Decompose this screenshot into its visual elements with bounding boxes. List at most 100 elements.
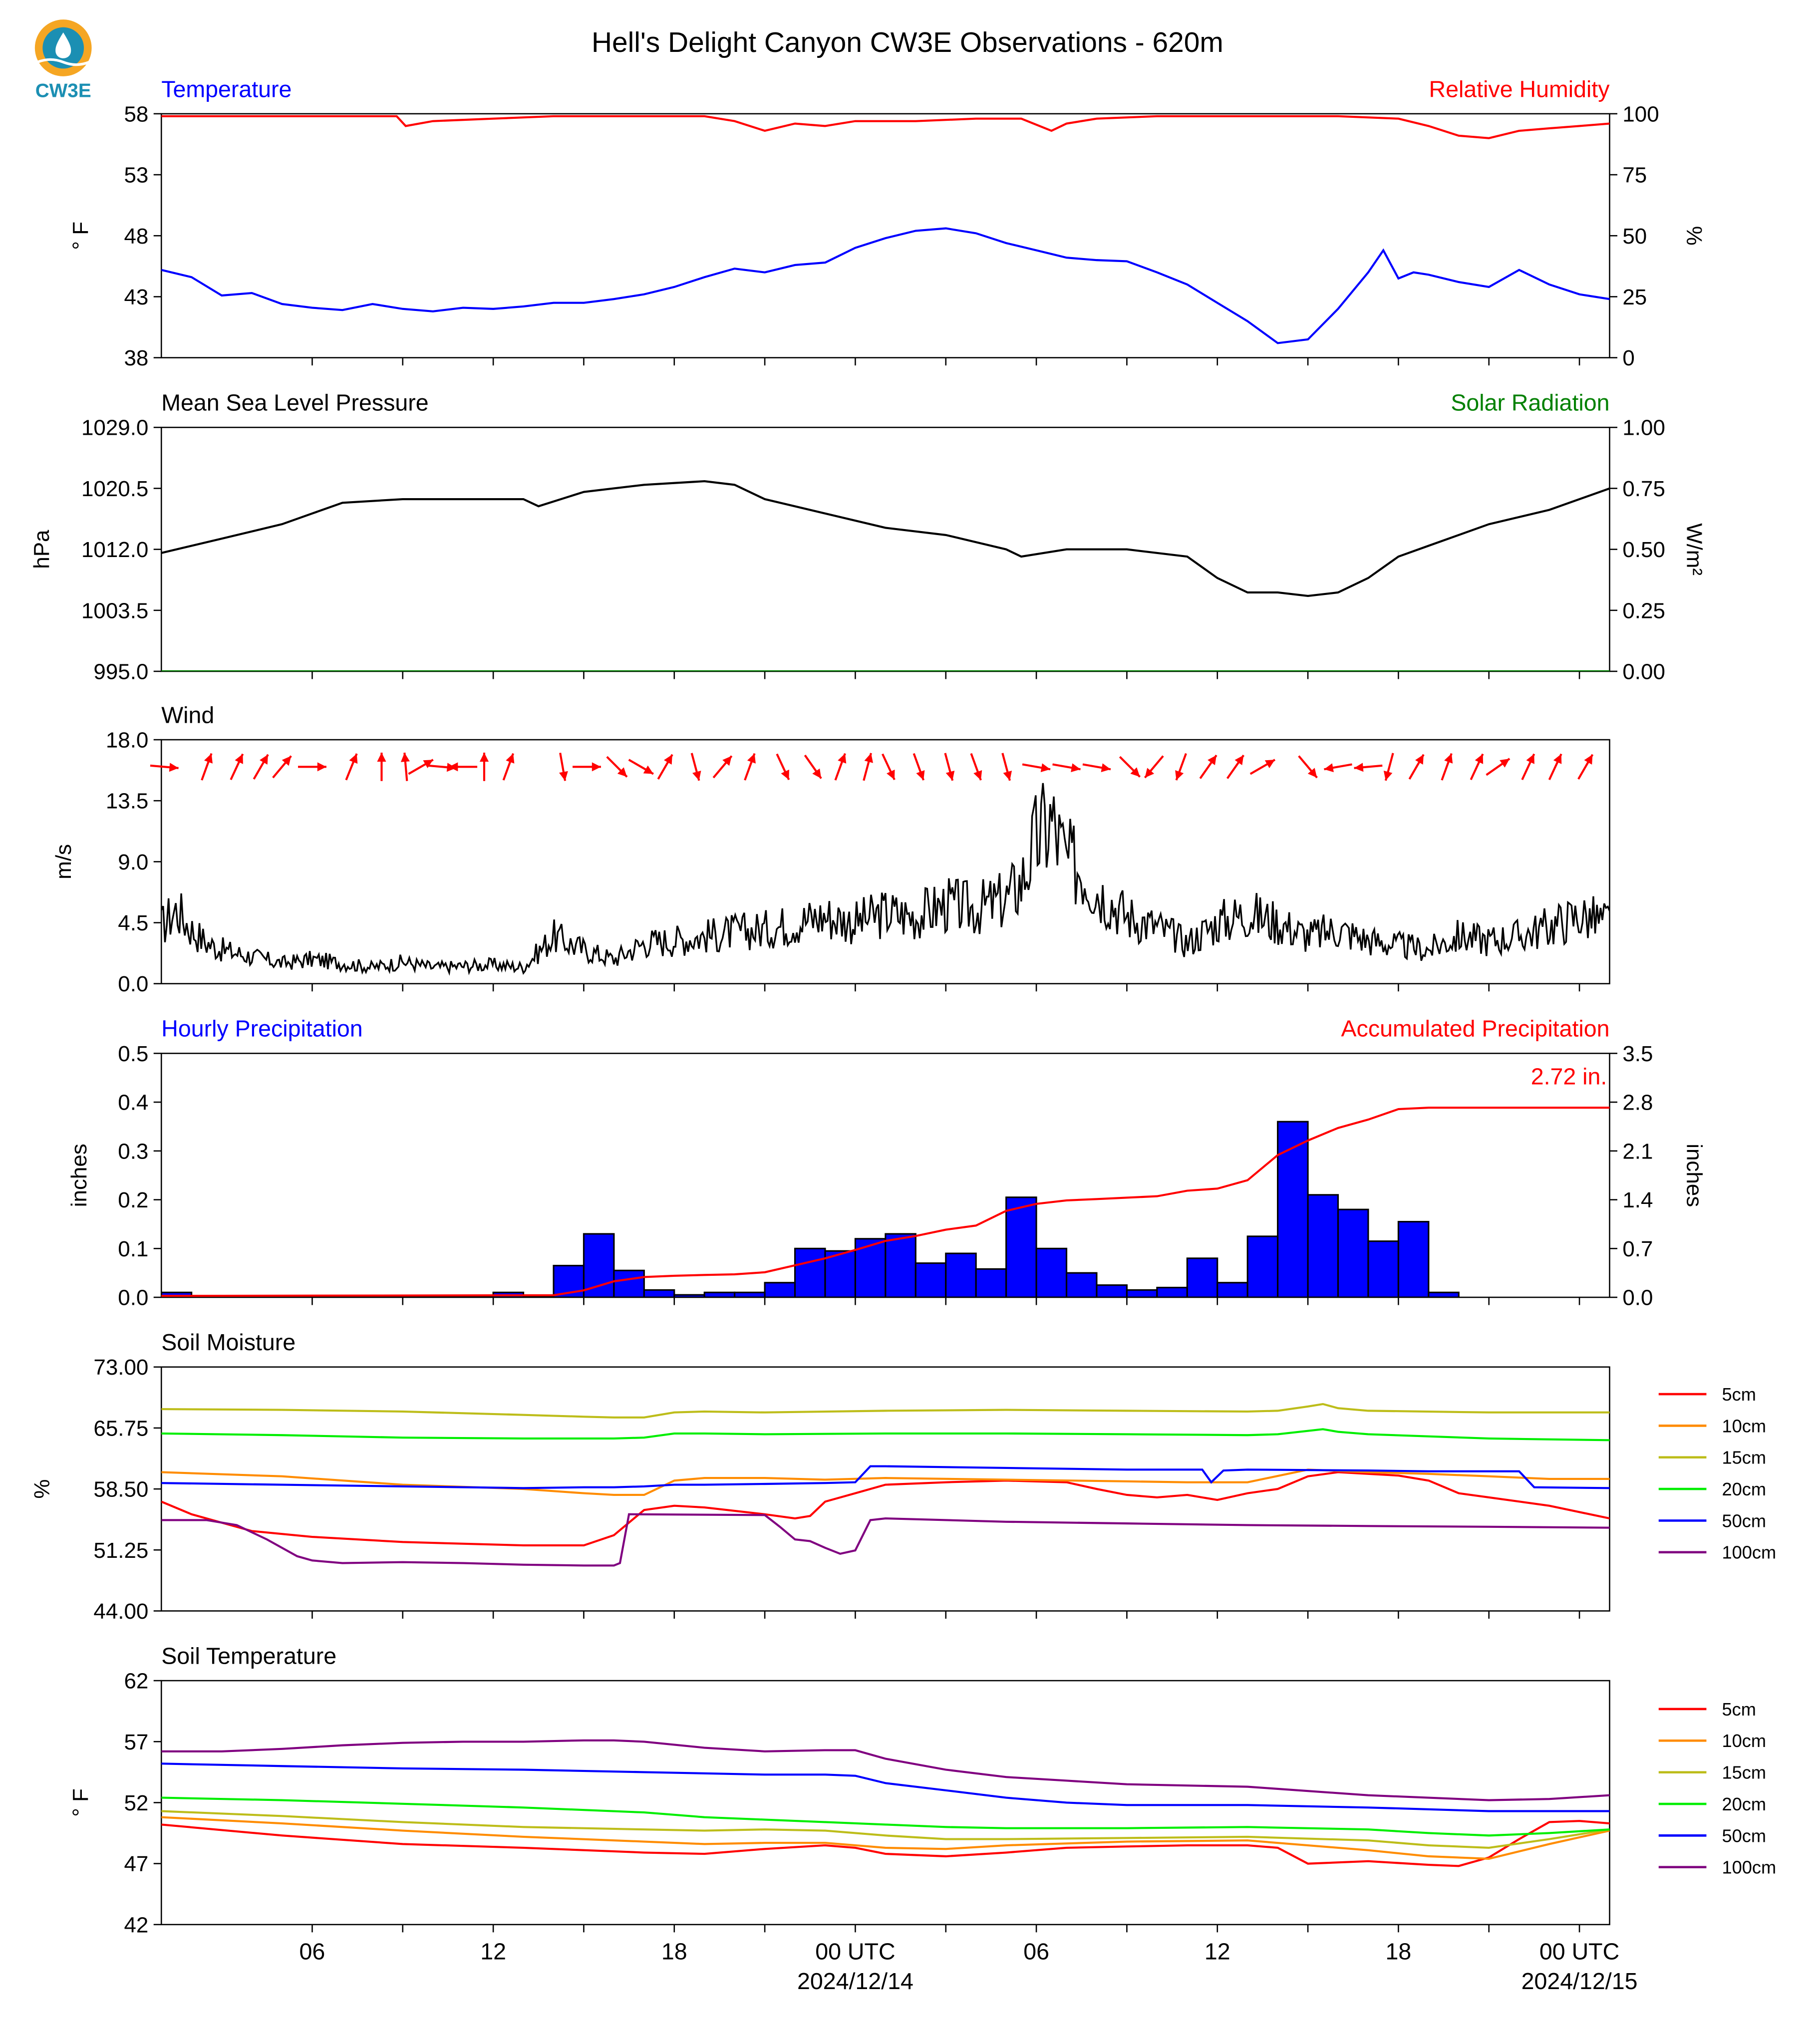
- precip-ytick-right-label: 2.8: [1622, 1091, 1653, 1115]
- time-label: 18: [1386, 1939, 1412, 1965]
- wind-arrow: [1226, 754, 1245, 779]
- wind-arrow: [1119, 756, 1141, 778]
- wind-arrow: [744, 753, 756, 781]
- wind-arrow-head: [1383, 770, 1393, 781]
- legend-label: 10cm: [1722, 1416, 1766, 1436]
- wind-arrow-head: [449, 762, 458, 772]
- wind-arrow: [882, 753, 896, 780]
- cw3e-logo: CW3E: [34, 19, 92, 101]
- legend-label: 15cm: [1722, 1762, 1766, 1783]
- wind-arrow-head: [1145, 768, 1155, 778]
- wind-arrow: [502, 753, 515, 781]
- wind-arrow: [449, 762, 478, 772]
- temperature-ytick-label: 58: [124, 102, 148, 126]
- time-label: 06: [300, 1939, 325, 1965]
- wind-arrow-head: [1526, 754, 1534, 764]
- wind-arrow: [253, 754, 269, 780]
- legend-label: 50cm: [1722, 1825, 1766, 1846]
- precip-bar: [1096, 1284, 1128, 1298]
- wind-arrow-head: [204, 753, 213, 764]
- precip-bar: [583, 1233, 615, 1298]
- wind-arrow: [834, 753, 847, 781]
- legend-label: 100cm: [1722, 1857, 1776, 1878]
- wind-arrow: [573, 762, 601, 772]
- precip-ytick-label: 0.3: [118, 1139, 148, 1163]
- wind-arrow: [863, 753, 874, 781]
- wind-arrow-head: [506, 753, 515, 764]
- precip-ytick-right-label: 3.5: [1622, 1042, 1653, 1066]
- time-label: 00 UTC: [815, 1939, 895, 1965]
- wind-arrow-head: [282, 756, 292, 766]
- wind-arrow-head: [887, 769, 895, 780]
- precip-bar: [734, 1291, 766, 1298]
- wind-left-title: Wind: [161, 702, 214, 728]
- temperature-series-1: [161, 115, 1610, 139]
- wind-arrow-head: [317, 762, 326, 772]
- precip-bar: [613, 1269, 645, 1298]
- wind-ytick-label: 18.0: [106, 728, 149, 753]
- wind-arrow: [479, 752, 489, 781]
- wind-series: [161, 783, 1610, 976]
- precip-ylabel-right: inches: [1682, 1144, 1707, 1207]
- wind-arrow: [776, 753, 790, 780]
- temperature-ylabel: ° F: [68, 222, 93, 250]
- time-axis-labels: 06 12 18 00 UTC 2024/12/14 06 12 18 00 UTC 2024/1…: [300, 1939, 1638, 1994]
- wind-arrow-head: [1264, 760, 1275, 768]
- wind-arrow-head: [260, 754, 268, 765]
- wind-arrow-head: [1444, 753, 1453, 764]
- soil_moisture-ytick-label: 58.50: [93, 1477, 148, 1502]
- wind-arrow-head: [169, 763, 179, 772]
- temperature-ytick-right-label: 25: [1622, 285, 1647, 309]
- wind-arrow: [150, 763, 179, 772]
- precip-series: [161, 1107, 1610, 1298]
- wind-arrow-head: [235, 754, 243, 764]
- panels-area: 38 43 48 53 58 0 25 50 75 100 Temperature Relative …: [29, 76, 1706, 1937]
- time-label: 12: [480, 1939, 506, 1965]
- wind-arrow-head: [1475, 754, 1484, 764]
- soil_temperature-ytick-label: 42: [124, 1913, 148, 1937]
- panel-soil_temperature: 42 47 52 57 62 Soil Temperature ° F: [68, 1643, 1610, 1937]
- wind-arrow: [1144, 755, 1164, 779]
- soil_moisture-ytick-label: 51.25: [93, 1538, 148, 1563]
- wind-arrow: [1577, 754, 1594, 780]
- wind-arrow: [657, 754, 673, 780]
- wind-arrow-head: [643, 765, 653, 774]
- soil_temperature-series-100cm: [161, 1739, 1610, 1801]
- figure-title: Hell's Delight Canyon CW3E Observations …: [592, 27, 1223, 58]
- wind-arrow-head: [559, 771, 568, 781]
- wind-arrow-head: [663, 754, 672, 765]
- wind-arrow-head: [692, 770, 701, 781]
- precip-ytick-right-label: 1.4: [1622, 1188, 1653, 1212]
- wind-arrow-head: [916, 770, 925, 781]
- precip-bar: [1277, 1121, 1309, 1298]
- wind-arrow-head: [479, 752, 489, 762]
- wind-arrow: [230, 753, 244, 780]
- wind-arrow-head: [1071, 763, 1081, 773]
- wind-arrow: [1548, 753, 1562, 780]
- precip-bar: [1428, 1291, 1460, 1298]
- wind-arrow: [1521, 753, 1535, 780]
- soil_temperature-ylabel: ° F: [68, 1788, 93, 1817]
- soil_temperature-series-10cm: [161, 1816, 1610, 1860]
- accumulated-precip-line: [161, 1107, 1610, 1297]
- soil_moisture-series: [161, 1403, 1610, 1567]
- wind-arrow: [1470, 753, 1484, 780]
- panel-temperature: 38 43 48 53 58 0 25 50 75 100 Temperature Relative …: [68, 76, 1707, 370]
- soil_moisture-ytick-label: 65.75: [93, 1416, 148, 1441]
- precip-ytick-label: 0.5: [118, 1042, 148, 1066]
- legend-label: 100cm: [1722, 1542, 1776, 1563]
- temperature-series: [161, 115, 1610, 344]
- temperature-ytick-label: 48: [124, 224, 148, 249]
- wind-arrow-head: [747, 753, 756, 764]
- precip-bar: [1307, 1194, 1339, 1298]
- wind-ytick-label: 13.5: [106, 789, 149, 814]
- wind-arrow: [606, 756, 628, 778]
- wind-arrow-head: [1354, 763, 1364, 772]
- wind-arrow-head: [812, 768, 822, 779]
- wind-arrow-head: [400, 752, 410, 762]
- wind-arrow-head: [1307, 768, 1317, 778]
- temperature-ylabel-right: %: [1682, 226, 1707, 246]
- time-label: 06: [1023, 1939, 1049, 1965]
- temperature-ytick-label: 43: [124, 285, 148, 309]
- wind-arrow: [1001, 753, 1012, 781]
